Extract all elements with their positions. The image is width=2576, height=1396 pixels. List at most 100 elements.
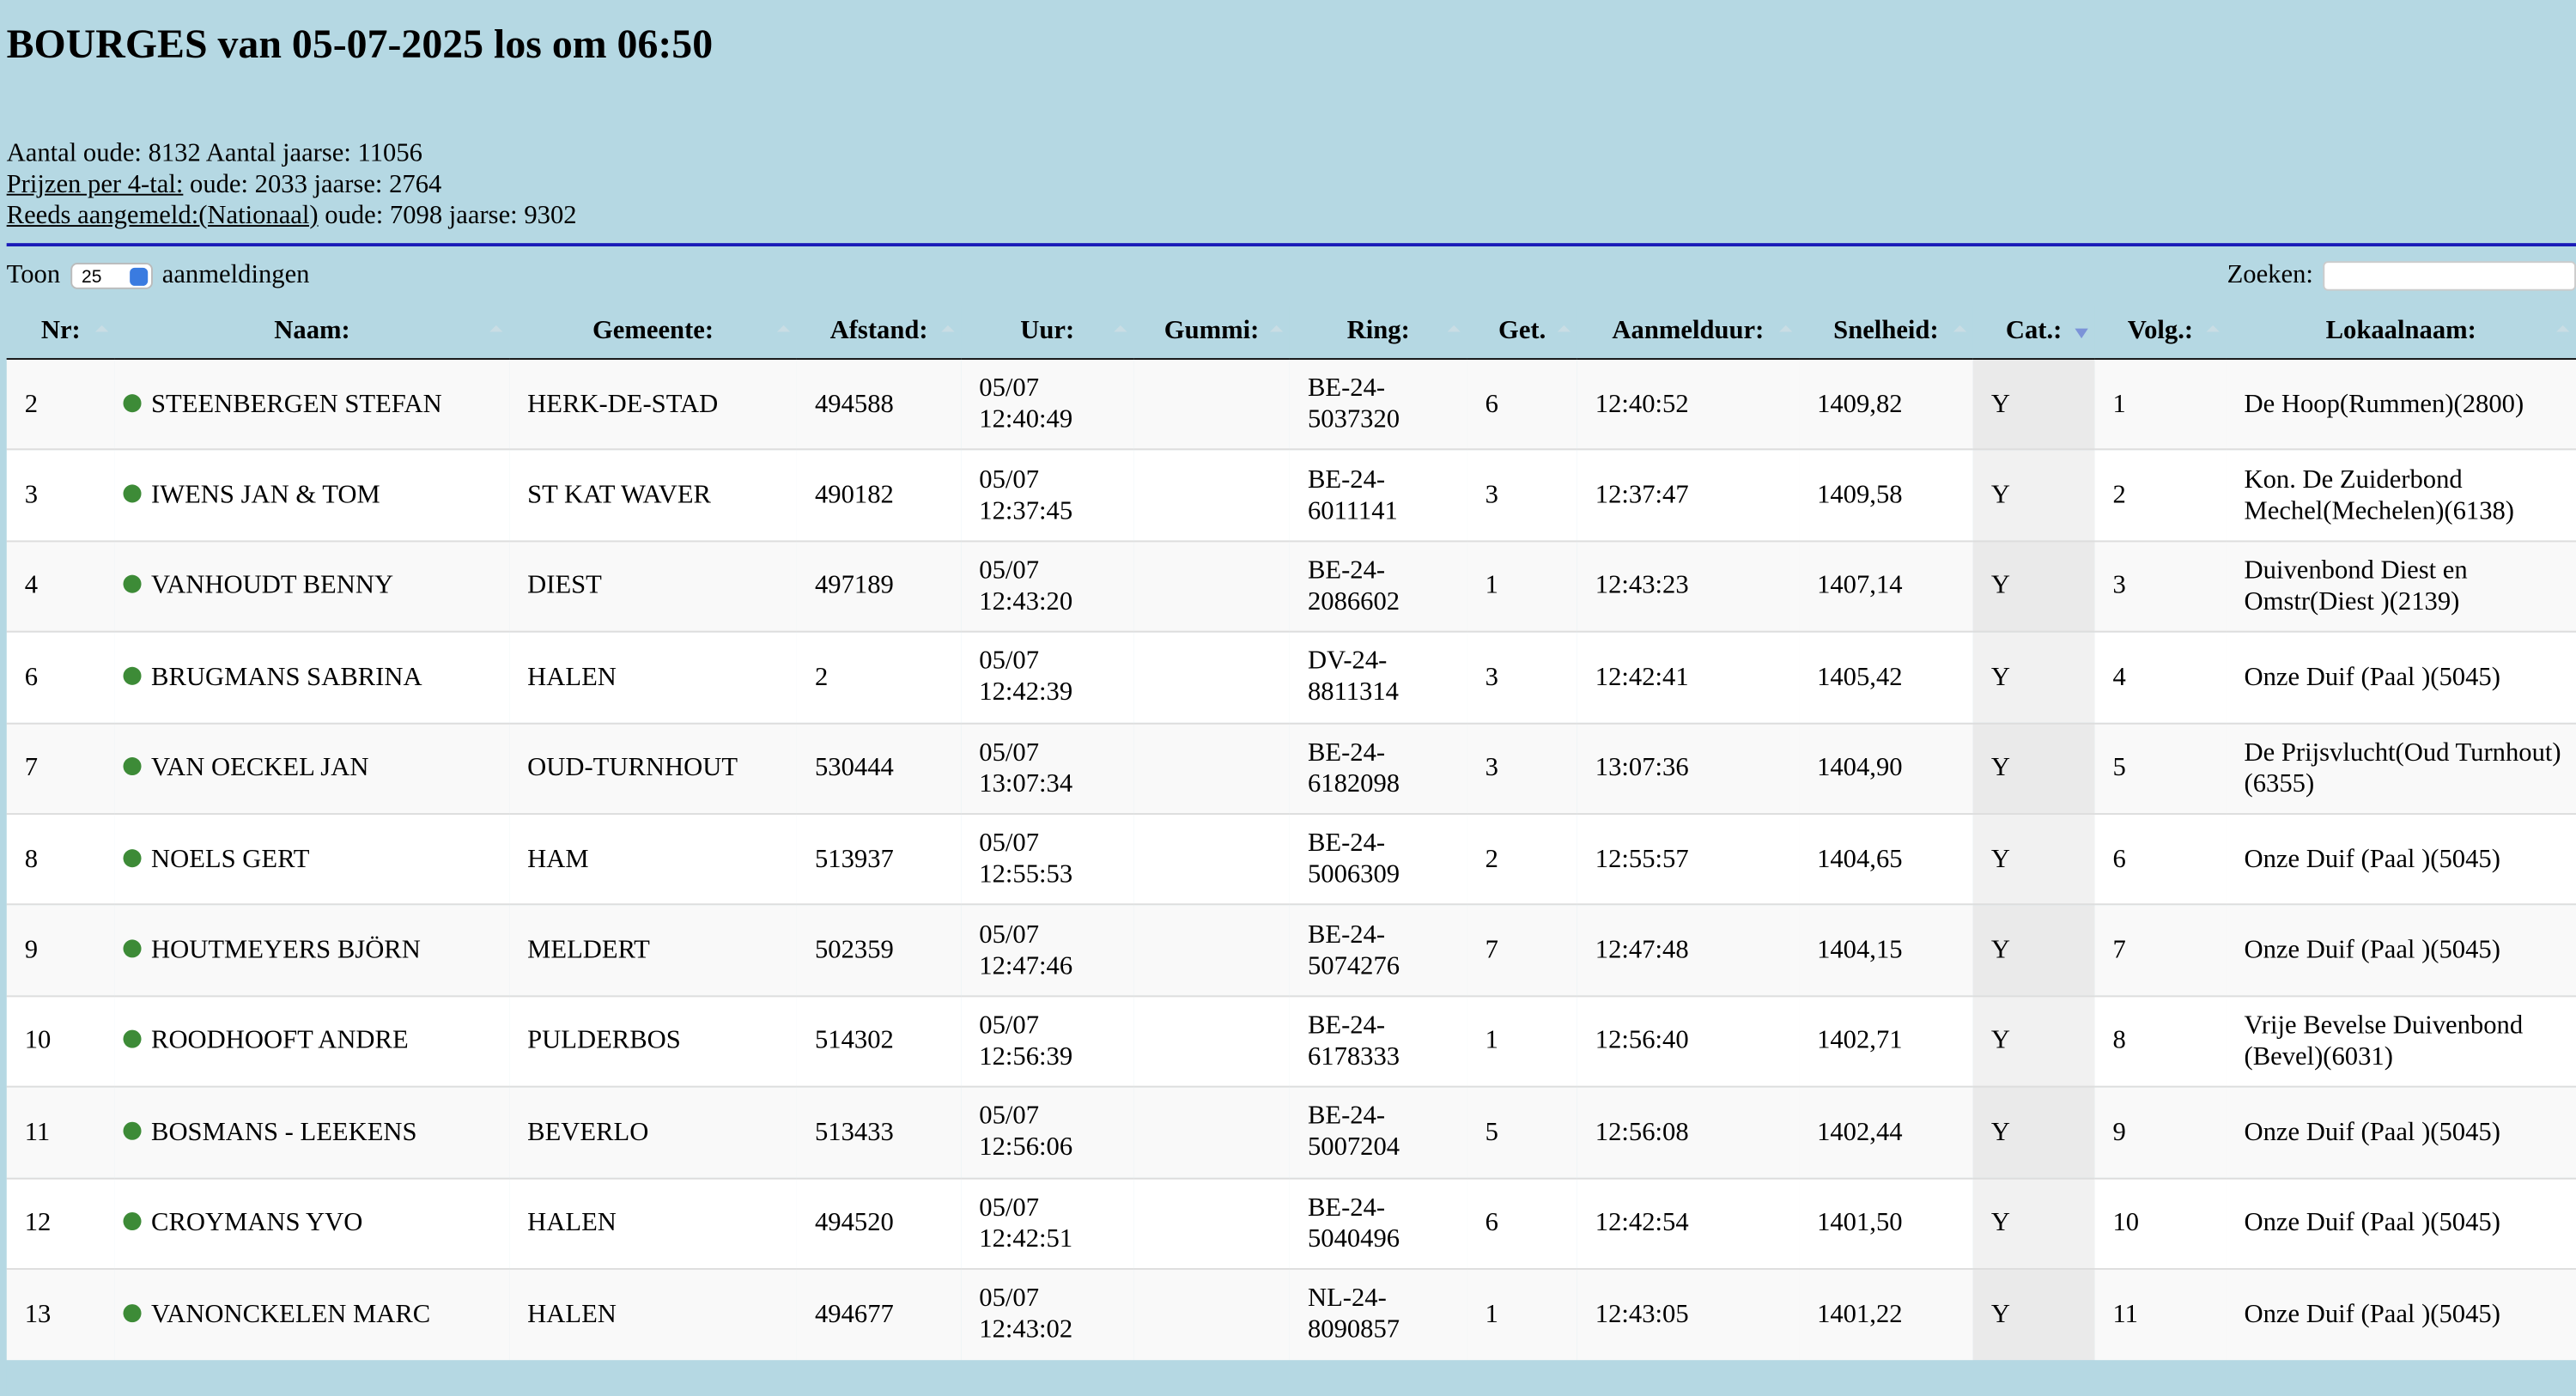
- search-input[interactable]: [2323, 261, 2576, 291]
- column-header[interactable]: Naam:: [114, 305, 510, 360]
- table-cell: 8: [2094, 994, 2227, 1087]
- table-cell: 13:07:36: [1577, 721, 1800, 814]
- registered-values: oude: 7098 jaarse: 9302: [325, 202, 577, 230]
- table-cell: 1405,42: [1799, 631, 1973, 723]
- table-cell: 497189: [796, 540, 962, 632]
- table-cell: 05/07 12:47:46: [961, 903, 1134, 996]
- table-cell: VANHOUDT BENNY: [114, 540, 510, 632]
- show-label: Toon: [6, 261, 61, 289]
- cell-text: NOELS GERT: [151, 845, 310, 874]
- status-dot: [123, 393, 142, 412]
- table-cell: 12:47:48: [1577, 903, 1800, 996]
- cell-text: STEENBERGEN STEFAN: [151, 390, 442, 419]
- table-cell: 494677: [796, 1267, 962, 1360]
- table-cell: HALEN: [509, 631, 797, 723]
- table-cell: 514302: [796, 994, 962, 1087]
- table-cell: IWENS JAN & TOM: [114, 449, 510, 542]
- table-cell: ST KAT WAVER: [509, 449, 797, 542]
- table-cell: [1133, 1085, 1290, 1178]
- table-cell: 12: [6, 1176, 115, 1269]
- page-size-select[interactable]: 25: [70, 263, 153, 289]
- column-header[interactable]: Lokaalnaam:: [2226, 305, 2576, 360]
- table-cell: Y: [1972, 358, 2095, 451]
- cell-text: VAN OECKEL JAN: [151, 754, 369, 783]
- column-header[interactable]: Snelheid:: [1799, 305, 1973, 360]
- column-header[interactable]: Uur:: [961, 305, 1134, 360]
- column-header[interactable]: Ring:: [1289, 305, 1467, 360]
- status-dot: [123, 1030, 142, 1049]
- left-edge: [0, 361, 7, 1396]
- table-cell: 530444: [796, 721, 962, 814]
- table-cell: 3: [6, 449, 115, 542]
- table-cell: 513937: [796, 812, 962, 905]
- table-cell: Y: [1972, 994, 2095, 1087]
- table-cell: ROODHOOFT ANDRE: [114, 994, 510, 1087]
- prizes-link[interactable]: Prijzen per 4-tal:: [6, 170, 184, 199]
- table-cell: 502359: [796, 903, 962, 996]
- column-header[interactable]: Gemeente:: [509, 305, 797, 360]
- table-row: 3 IWENS JAN & TOM ST KAT WAVER 490182 05/07 …: [6, 449, 2576, 542]
- table-cell: 12:43:05: [1577, 1267, 1800, 1360]
- table-cell: 05/07 12:56:06: [961, 1085, 1134, 1178]
- table-cell: 494520: [796, 1176, 962, 1269]
- table-cell: MELDERT: [509, 903, 797, 996]
- results-table: Nr: Naam: Gemeente: Afstand: Uur: Gummi: Ring:…: [6, 305, 2576, 1360]
- status-dot: [123, 757, 142, 776]
- table-cell: BE-24-6182098: [1289, 721, 1467, 814]
- table-cell: [1133, 903, 1290, 996]
- status-dot: [123, 484, 142, 503]
- table-cell: Y: [1972, 449, 2095, 542]
- table-cell: 7: [2094, 903, 2227, 996]
- table-cell: NL-24-8090857: [1289, 1267, 1467, 1360]
- cell-text: BOSMANS - LEEKENS: [151, 1118, 417, 1147]
- table-cell: Y: [1972, 812, 2095, 905]
- table-cell: 3: [1467, 631, 1577, 723]
- table-cell: BE-24-6178333: [1289, 994, 1467, 1087]
- table-cell: 05/07 12:40:49: [961, 358, 1134, 451]
- table-cell: [1133, 1176, 1290, 1269]
- table-cell: PULDERBOS: [509, 994, 797, 1087]
- table-cell: 5: [1467, 1085, 1577, 1178]
- column-header[interactable]: Cat.:: [1972, 305, 2095, 360]
- table-row: 12 CROYMANS YVO HALEN 494520 05/07 12:42:51 B…: [6, 1176, 2576, 1269]
- table-cell: 05/07 12:43:02: [961, 1267, 1134, 1360]
- table-cell: 1402,71: [1799, 994, 1973, 1087]
- table-cell: Y: [1972, 540, 2095, 632]
- table-cell: BE-24-5037320: [1289, 358, 1467, 451]
- table-row: 13 VANONCKELEN MARC HALEN 494677 05/07 12:43…: [6, 1267, 2576, 1360]
- table-cell: De Prijsvlucht(Oud Turnhout)(6355): [2226, 721, 2576, 814]
- search: Zoeken:: [2227, 261, 2576, 291]
- table-cell: Onze Duif (Paal )(5045): [2226, 631, 2576, 723]
- table-cell: HAM: [509, 812, 797, 905]
- table-cell: 490182: [796, 449, 962, 542]
- table-cell: [1133, 994, 1290, 1087]
- table-cell: Onze Duif (Paal )(5045): [2226, 1267, 2576, 1360]
- table-cell: 1404,65: [1799, 812, 1973, 905]
- page-size-control: Toon 25 aanmeldingen: [7, 261, 310, 290]
- table-cell: VAN OECKEL JAN: [114, 721, 510, 814]
- column-header[interactable]: Volg.:: [2094, 305, 2227, 360]
- registered-link[interactable]: Reeds aangemeld:(Nationaal): [6, 202, 319, 230]
- table-cell: 9: [2094, 1085, 2227, 1178]
- status-dot: [123, 939, 142, 958]
- column-header[interactable]: Afstand:: [796, 305, 962, 360]
- header-row: Nr: Naam: Gemeente: Afstand: Uur: Gummi: Ring:…: [6, 305, 2576, 360]
- table-cell: STEENBERGEN STEFAN: [114, 358, 510, 451]
- table-cell: OUD-TURNHOUT: [509, 721, 797, 814]
- cell-text: ROODHOOFT ANDRE: [151, 1027, 409, 1056]
- table-cell: 12:40:52: [1577, 358, 1800, 451]
- table-cell: BRUGMANS SABRINA: [114, 631, 510, 723]
- column-header[interactable]: Nr:: [6, 305, 115, 360]
- table-cell: BEVERLO: [509, 1085, 797, 1178]
- column-header[interactable]: Gummi:: [1133, 305, 1290, 360]
- table-cell: HOUTMEYERS BJÖRN: [114, 903, 510, 996]
- column-header[interactable]: Get.: [1467, 305, 1577, 360]
- column-header[interactable]: Aanmelduur:: [1577, 305, 1800, 360]
- search-label: Zoeken:: [2227, 261, 2313, 289]
- prizes-values: oude: 2033 jaarse: 2764: [190, 170, 442, 199]
- counts: Aantal oude: 8132 Aantal jaarse: 11056: [6, 139, 422, 168]
- table-cell: BE-24-5007204: [1289, 1085, 1467, 1178]
- table-cell: 8: [6, 812, 115, 905]
- table-cell: 1409,82: [1799, 358, 1973, 451]
- table-cell: 7: [1467, 903, 1577, 996]
